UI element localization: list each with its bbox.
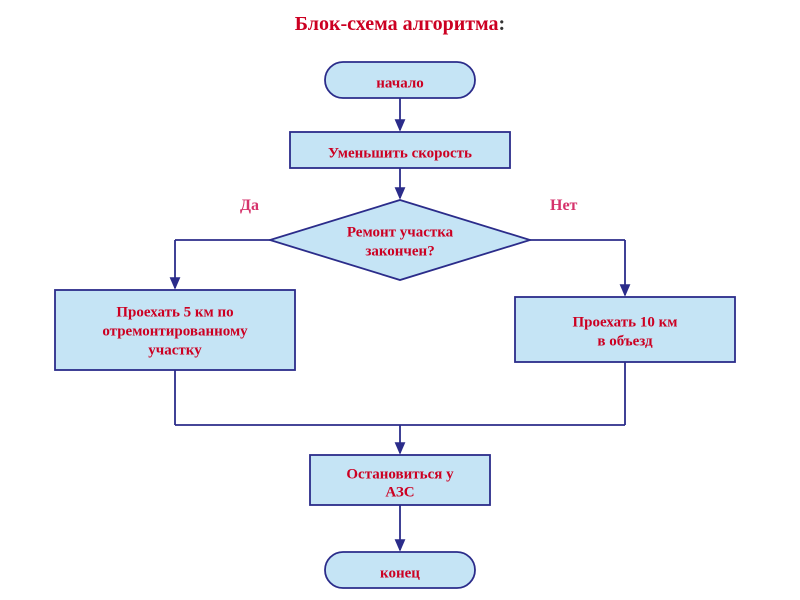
node-drive-10km: Проехать 10 км в объезд bbox=[515, 297, 735, 362]
node-reduce-speed: Уменьшить скорость bbox=[290, 132, 510, 168]
svg-text:Уменьшить скорость: Уменьшить скорость bbox=[328, 145, 472, 161]
svg-text:конец: конец bbox=[380, 565, 420, 581]
svg-text:закончен?: закончен? bbox=[365, 243, 434, 259]
svg-text:отремонтированному: отремонтированному bbox=[102, 323, 248, 339]
node-drive-5km: Проехать 5 км по отремонтированному учас… bbox=[55, 290, 295, 370]
flowchart-canvas: Блок-схема алгоритма: начало Уменьшить с… bbox=[0, 0, 800, 600]
svg-text:АЗС: АЗС bbox=[385, 484, 414, 500]
node-end: конец bbox=[325, 552, 475, 588]
chart-title: Блок-схема алгоритма: bbox=[295, 13, 505, 35]
svg-text:Проехать 10 км: Проехать 10 км bbox=[573, 314, 678, 330]
node-start: начало bbox=[325, 62, 475, 98]
svg-text:начало: начало bbox=[376, 75, 424, 91]
node-decision-repair-done: Ремонт участка закончен? bbox=[270, 200, 530, 280]
node-stop-gas-station: Остановиться у АЗС bbox=[310, 455, 490, 505]
branch-no-label: Нет bbox=[550, 197, 578, 214]
svg-text:Остановиться у: Остановиться у bbox=[346, 466, 454, 482]
svg-text:Ремонт участка: Ремонт участка bbox=[347, 224, 454, 240]
svg-text:Проехать 5 км по: Проехать 5 км по bbox=[116, 304, 233, 320]
svg-text:в объезд: в объезд bbox=[597, 333, 653, 349]
branch-yes-label: Да bbox=[240, 197, 259, 214]
svg-text:участку: участку bbox=[148, 342, 202, 358]
